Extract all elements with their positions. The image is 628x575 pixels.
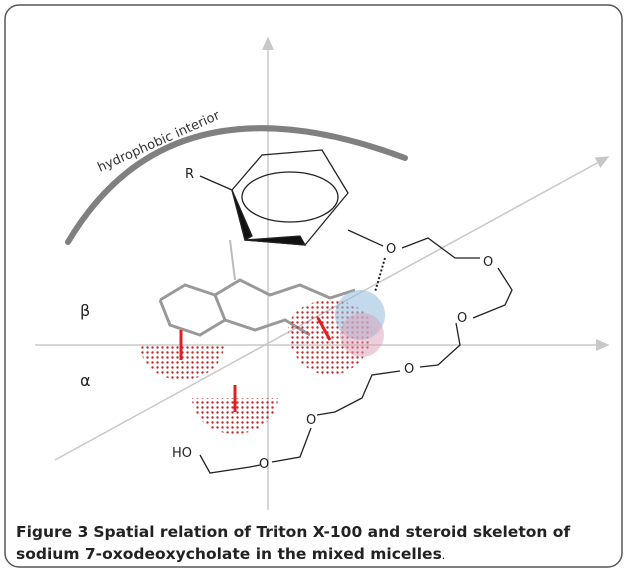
steroid-skeleton xyxy=(158,239,356,337)
caption: Figure 3 Spatial relation of Triton X-10… xyxy=(16,521,616,567)
atom-labels: R O O O O O O HO xyxy=(172,167,493,472)
oxygen-label: O xyxy=(386,242,396,257)
triton-molecule xyxy=(199,149,513,474)
hydroxyl-label: HO xyxy=(172,446,192,461)
oxygen-label: O xyxy=(306,413,316,428)
oxygen-label: O xyxy=(259,457,269,472)
hemispheres xyxy=(140,290,385,434)
caption-period: . xyxy=(441,549,446,562)
oxygen-label: O xyxy=(404,362,414,377)
substituent-label: R xyxy=(185,167,194,182)
beta-label: β xyxy=(80,301,90,320)
oxygen-label: O xyxy=(457,311,467,326)
alpha-label: α xyxy=(80,371,91,390)
caption-label: Figure 3 xyxy=(16,523,89,541)
caption-text: Spatial relation of Triton X-100 and ste… xyxy=(16,523,571,563)
frame xyxy=(4,4,623,568)
oxygen-label: O xyxy=(483,255,493,270)
arc xyxy=(65,125,408,245)
